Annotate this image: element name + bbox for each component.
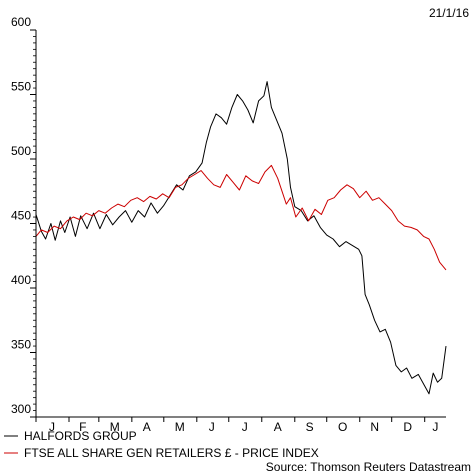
source-label: Source: Thomson Reuters Datastream: [266, 460, 471, 474]
x-tick-label: M: [110, 420, 120, 434]
legend-label-halfords: HALFORDS GROUP: [24, 429, 137, 443]
plot-area: [35, 81, 447, 395]
x-tick-label: M: [175, 420, 185, 434]
series-line-ftse: [35, 164, 447, 271]
series-line-halfords: [35, 81, 447, 395]
x-tick-label: J: [49, 420, 55, 434]
y-tick-label: 300: [11, 402, 31, 416]
y-tick-label: 350: [11, 338, 31, 352]
legend: HALFORDS GROUP FTSE ALL SHARE GEN RETAIL…: [4, 429, 319, 460]
legend-label-ftse: FTSE ALL SHARE GEN RETAILERS £ - PRICE I…: [24, 446, 319, 460]
y-tick-label: 500: [11, 144, 31, 158]
x-tick-label: J: [242, 420, 248, 434]
y-tick-label: 550: [11, 80, 31, 94]
x-tick-label: S: [306, 420, 314, 434]
x-tick-label: N: [370, 420, 379, 434]
y-axis: 300 350 400 450 500 550 600: [11, 15, 36, 418]
x-tick-label: D: [403, 420, 412, 434]
x-tick-label: F: [79, 420, 86, 434]
x-tick-label: J: [209, 420, 215, 434]
date-label: 21/1/16: [429, 6, 469, 20]
x-tick-label: O: [338, 420, 347, 434]
x-tick-label: A: [143, 420, 151, 434]
y-tick-label: 600: [11, 15, 31, 29]
x-tick-label: A: [274, 420, 282, 434]
y-tick-label: 450: [11, 209, 31, 223]
x-tick-label: J: [432, 420, 438, 434]
y-tick-label: 400: [11, 273, 31, 287]
